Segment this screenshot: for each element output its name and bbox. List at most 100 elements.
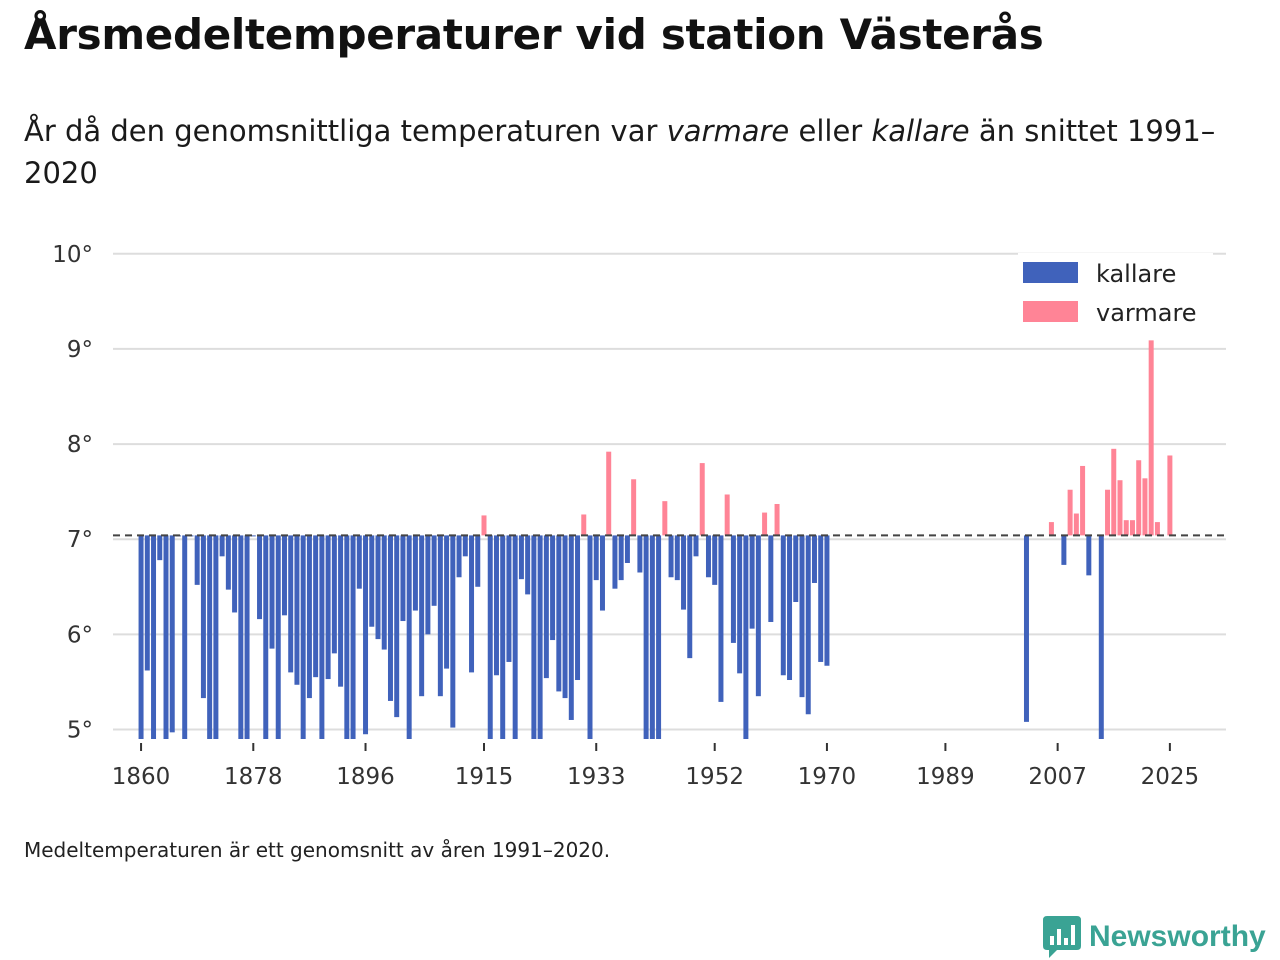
bar-cold-1881 [269, 535, 275, 649]
bar-cold-1907 [431, 535, 437, 606]
bar-cold-1917 [493, 535, 499, 676]
brand-name: Newsworthy [1089, 920, 1266, 953]
x-tick-label: 1970 [798, 764, 857, 790]
bar-cold-1901 [394, 535, 400, 718]
bar-warm-2018 [1123, 520, 1129, 536]
bar-cold-1959 [755, 535, 761, 697]
temperature-bar-chart: 5° 6° 7° 8° 9° 10° 1860 1878 1896 1915 1933 1952 197… [52, 242, 1226, 790]
subtitle-warm-word: varmare [666, 114, 790, 148]
bar-cold-1919 [506, 535, 512, 662]
y-tick-label: 8° [67, 432, 93, 458]
bar-cold-1910 [450, 535, 456, 728]
x-tick-label: 2025 [1141, 764, 1200, 790]
bar-cold-1886 [300, 535, 306, 739]
bar-cold-1878 [250, 535, 256, 537]
bar-cold-1867 [182, 535, 188, 739]
bar-warm-1944 [662, 501, 668, 536]
bar-cold-1945 [668, 535, 674, 578]
bar-cold-1894 [350, 535, 356, 739]
bar-cold-1911 [456, 535, 462, 578]
bar-cold-1892 [338, 535, 344, 687]
legend-label-cold: kallare [1096, 260, 1176, 288]
brand-logo: Newsworthy [1043, 914, 1266, 960]
bar-cold-1956 [737, 535, 743, 674]
bar-cold-1953 [718, 535, 724, 702]
x-tick-label: 1860 [112, 764, 171, 790]
bar-cold-2014 [1098, 535, 1104, 739]
bar-cold-1889 [319, 535, 325, 739]
bar-cold-1941 [643, 535, 649, 739]
bar-cold-1922 [525, 535, 531, 595]
bar-cold-1930 [575, 535, 581, 681]
bar-cold-1871 [207, 535, 213, 739]
bar-cold-1932 [587, 535, 593, 739]
bar-cold-1877 [244, 535, 250, 739]
bar-cold-1967 [805, 535, 811, 715]
bar-cold-1899 [381, 535, 387, 650]
x-tick-label: 1933 [567, 764, 626, 790]
bar-cold-1946 [674, 535, 680, 581]
bar-cold-1947 [681, 535, 687, 610]
y-tick-label: 6° [67, 622, 93, 648]
bar-cold-1937 [618, 535, 624, 581]
bar-warm-1935 [606, 451, 612, 536]
bar-cold-1897 [369, 535, 375, 627]
bar-cold-1952 [712, 535, 718, 585]
bar-cold-1934 [599, 535, 605, 611]
bar-cold-1924 [537, 535, 543, 739]
subtitle-text-1: År då den genomsnittliga temperaturen va… [24, 114, 667, 148]
chart-subtitle: År då den genomsnittliga temperaturen va… [24, 110, 1224, 194]
bar-cold-1968 [811, 535, 817, 583]
bar-cold-1940 [637, 535, 643, 573]
bar-cold-1883 [281, 535, 287, 616]
bar-cold-1905 [419, 535, 425, 697]
bar-cold-1912 [462, 535, 468, 557]
bar-cold-1923 [531, 535, 537, 739]
bar-cold-1948 [687, 535, 693, 659]
y-tick-label: 10° [52, 242, 93, 268]
x-tick-label: 1952 [685, 764, 744, 790]
bar-cold-1929 [568, 535, 574, 720]
bar-cold-1969 [818, 535, 824, 662]
bar-warm-1950 [699, 463, 705, 536]
bar-cold-1918 [500, 535, 506, 739]
bar-cold-1961 [768, 535, 774, 622]
bar-cold-1909 [444, 535, 450, 669]
bar-cold-2002 [1023, 535, 1029, 722]
bar-cold-1949 [693, 535, 699, 557]
bar-cold-1902 [400, 535, 406, 622]
bar-cold-1914 [475, 535, 481, 587]
bar-warm-2011 [1080, 465, 1086, 536]
subtitle-text-3: än snittet 1991–2020 [24, 114, 1216, 190]
legend-swatch-warm [1023, 301, 1078, 322]
bar-cold-1891 [331, 535, 337, 654]
bar-cold-2008 [1061, 535, 1067, 565]
bar-cold-1880 [263, 535, 269, 739]
bar-cold-2012 [1086, 535, 1092, 576]
bar-warm-1954 [724, 494, 730, 536]
bar-warm-2020 [1136, 460, 1142, 536]
bar-warm-1962 [774, 504, 780, 536]
bar-cold-1926 [550, 535, 556, 641]
bar-cold-1916 [487, 535, 493, 739]
bar-cold-1887 [306, 535, 312, 699]
newsworthy-logo-icon [1043, 916, 1081, 958]
bar-cold-1928 [562, 535, 568, 699]
y-tick-label: 7° [67, 527, 93, 553]
bar-warm-2023 [1154, 522, 1160, 536]
bar-cold-1876 [238, 535, 244, 739]
bar-cold-1908 [437, 535, 443, 697]
bar-cold-1884 [288, 535, 294, 673]
bar-cold-1906 [425, 535, 431, 635]
x-tick-label: 1896 [336, 764, 395, 790]
bar-cold-1933 [593, 535, 599, 581]
x-tick-label: 1878 [224, 764, 283, 790]
bar-cold-1895 [356, 535, 362, 589]
bar-cold-1936 [612, 535, 618, 589]
bar-cold-1920 [512, 535, 518, 739]
bar-warm-1960 [762, 512, 768, 536]
bar-cold-1873 [219, 535, 225, 557]
bar-cold-1898 [375, 535, 381, 640]
bar-warm-1939 [631, 479, 637, 536]
bar-warm-2022 [1148, 340, 1154, 536]
